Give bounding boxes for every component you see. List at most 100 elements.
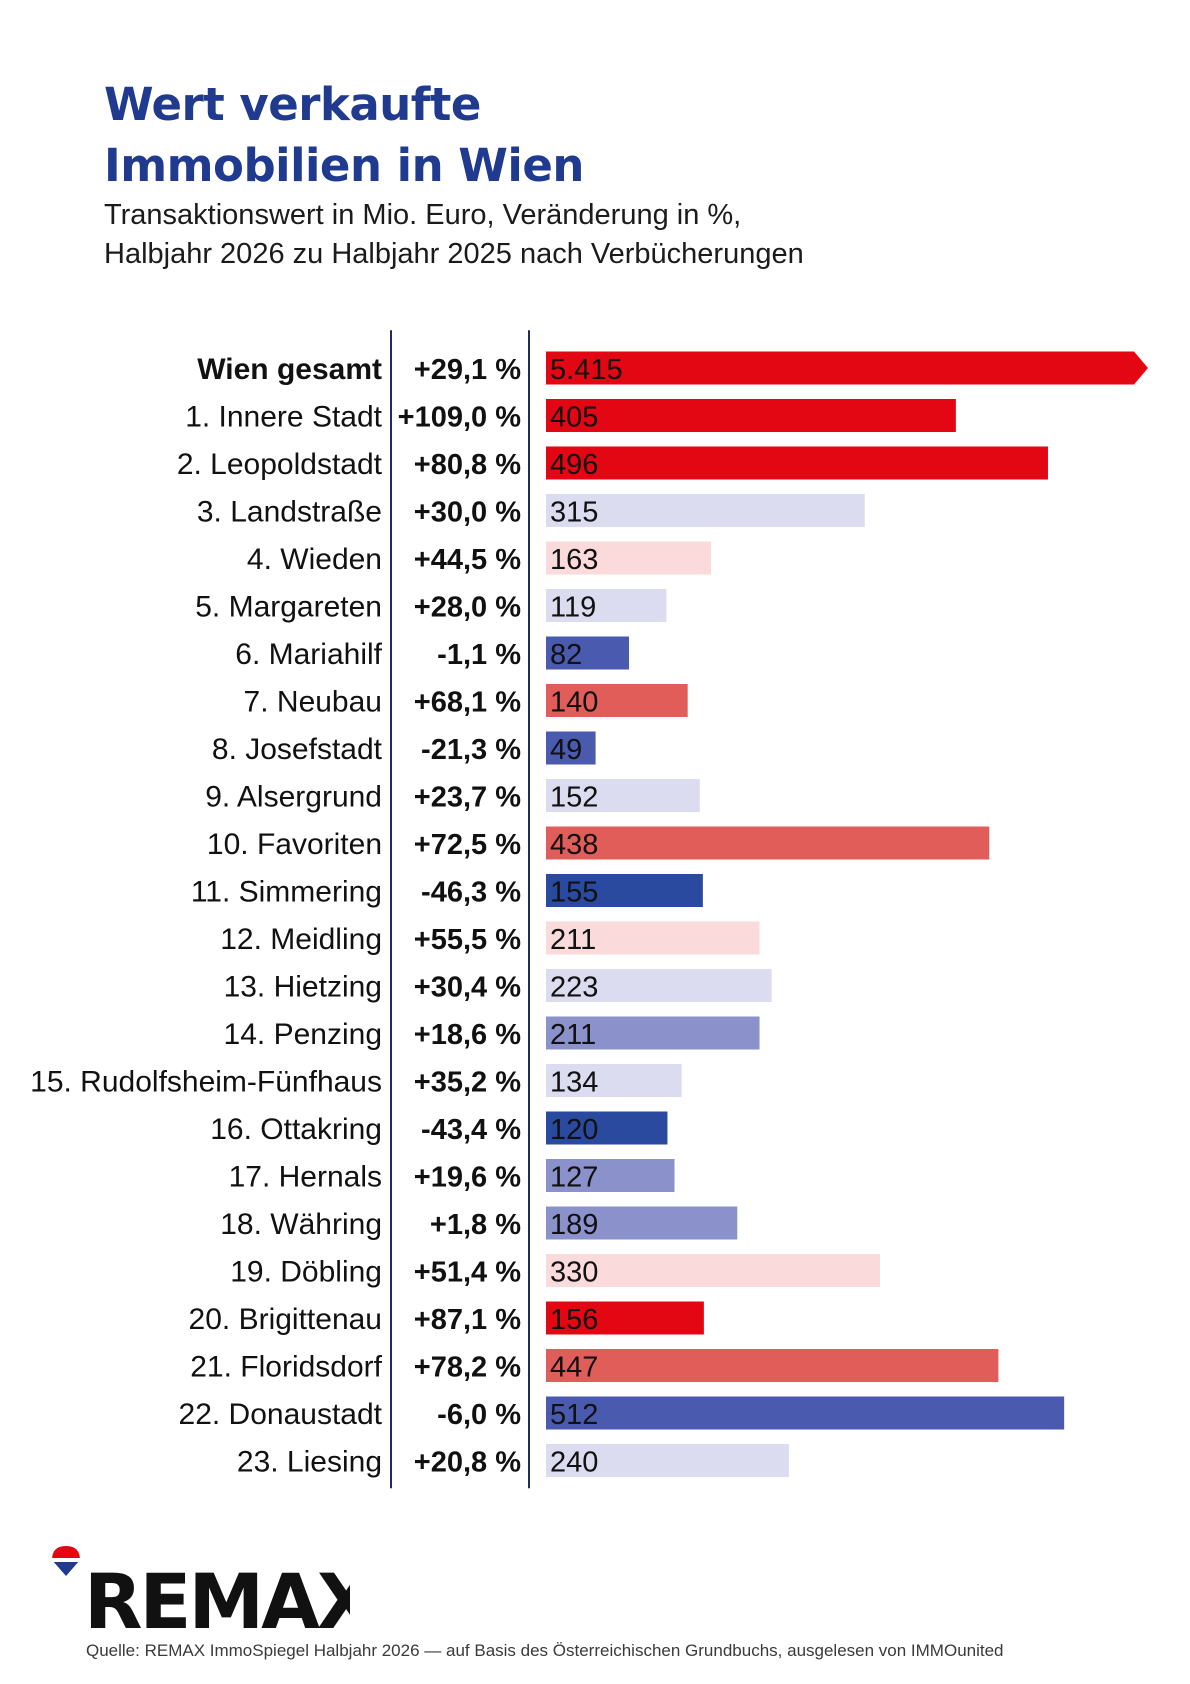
change-label: +18,6 %	[414, 1019, 521, 1051]
chart-row: 2. Leopoldstadt +80,8 % 496	[177, 446, 1048, 481]
bar-value-label: 127	[550, 1162, 598, 1194]
chart-row: 11. Simmering -46,3 % 155	[191, 874, 703, 909]
change-label: -21,3 %	[421, 734, 521, 766]
change-label: -6,0 %	[437, 1399, 521, 1431]
bar	[546, 1064, 682, 1097]
change-label: +30,4 %	[414, 972, 521, 1004]
change-label: +72,5 %	[414, 829, 521, 861]
chart-subtitle: Transaktionswert in Mio. Euro, Veränderu…	[104, 196, 804, 274]
change-label: +19,6 %	[414, 1162, 521, 1194]
bar-value-label: 120	[550, 1114, 598, 1146]
category-label: 14. Penzing	[224, 1018, 382, 1051]
bar	[546, 494, 865, 527]
chart-row: 9. Alsergrund +23,7 % 152	[205, 779, 700, 814]
subtitle-line-2: Halbjahr 2026 zu Halbjahr 2025 nach Verb…	[104, 238, 804, 270]
category-label: 12. Meidling	[220, 923, 382, 956]
category-label: 10. Favoriten	[207, 828, 382, 861]
bar-value-label: 155	[550, 877, 598, 909]
category-label: 1. Innere Stadt	[185, 401, 382, 434]
chart-row: Wien gesamt +29,1 % 5.415	[197, 351, 1148, 386]
bar-value-label: 240	[550, 1447, 598, 1479]
change-label: +29,1 %	[414, 354, 521, 386]
bar	[546, 1254, 880, 1287]
bar	[546, 589, 667, 622]
category-label: 9. Alsergrund	[205, 781, 382, 814]
bar	[546, 636, 629, 670]
chart-row: 14. Penzing +18,6 % 211	[224, 1016, 760, 1051]
bar-value-label: 223	[550, 972, 598, 1004]
category-label: Wien gesamt	[197, 353, 382, 386]
bar	[546, 779, 700, 812]
category-label: 20. Brigittenau	[189, 1303, 382, 1336]
category-label: 4. Wieden	[247, 543, 382, 576]
bar	[546, 1396, 1065, 1430]
bar-value-label: 189	[550, 1209, 598, 1241]
category-label: 15. Rudolfsheim-Fünfhaus	[30, 1066, 382, 1099]
subtitle-line-1: Transaktionswert in Mio. Euro, Veränderu…	[104, 199, 742, 231]
page-title: Wert verkaufte Immobilien in Wien	[104, 74, 584, 196]
change-label: +109,0 %	[398, 402, 522, 434]
chart-row: 8. Josefstadt -21,3 % 49	[212, 731, 596, 766]
change-label: +80,8 %	[414, 449, 521, 481]
chart-row: 16. Ottakring -43,4 % 120	[210, 1111, 668, 1146]
change-label: +30,0 %	[414, 497, 521, 529]
chart-row: 17. Hernals +19,6 % 127	[229, 1159, 675, 1194]
bar-value-label: 496	[550, 449, 598, 481]
change-label: -43,4 %	[421, 1114, 521, 1146]
title-line-1: Wert verkaufte	[104, 78, 481, 131]
category-label: 2. Leopoldstadt	[177, 448, 383, 481]
chart-row: 4. Wieden +44,5 % 163	[247, 541, 711, 576]
category-label: 7. Neubau	[244, 686, 382, 719]
bar-value-label: 163	[550, 544, 598, 576]
bar	[546, 446, 1048, 480]
change-label: +87,1 %	[414, 1304, 521, 1336]
category-label: 8. Josefstadt	[212, 733, 383, 766]
bar-value-label: 134	[550, 1067, 598, 1099]
chart-row: 10. Favoriten +72,5 % 438	[207, 826, 990, 861]
bar	[546, 731, 596, 765]
bar-value-label: 49	[550, 734, 582, 766]
bar	[546, 969, 772, 1002]
change-label: +78,2 %	[414, 1352, 521, 1384]
bar	[546, 684, 688, 717]
category-label: 22. Donaustadt	[179, 1398, 383, 1431]
bar-value-label: 152	[550, 782, 598, 814]
bar-value-label: 315	[550, 497, 598, 529]
chart-row: 20. Brigittenau +87,1 % 156	[189, 1301, 704, 1336]
category-label: 16. Ottakring	[210, 1113, 382, 1146]
change-label: +68,1 %	[414, 687, 521, 719]
change-label: +55,5 %	[414, 924, 521, 956]
bar	[546, 399, 956, 432]
category-label: 18. Währing	[220, 1208, 382, 1241]
bar-value-label: 211	[550, 1019, 596, 1051]
balloon-icon	[52, 1546, 80, 1576]
remax-logo: REMAX	[52, 1546, 350, 1636]
bar-value-label: 438	[550, 829, 598, 861]
remax-logo-text: REMAX	[84, 1557, 350, 1636]
chart-row: 22. Donaustadt -6,0 % 512	[179, 1396, 1065, 1431]
bar	[546, 541, 711, 575]
change-label: +51,4 %	[414, 1257, 521, 1289]
bar	[546, 921, 760, 955]
category-label: 13. Hietzing	[224, 971, 382, 1004]
bar	[546, 1206, 738, 1240]
source-note: Quelle: REMAX ImmoSpiegel Halbjahr 2026 …	[86, 1641, 1004, 1660]
bar	[546, 1349, 999, 1382]
change-label: +20,8 %	[414, 1447, 521, 1479]
bar	[546, 1301, 704, 1335]
chart-row: 18. Währing +1,8 % 189	[220, 1206, 738, 1241]
chart-row: 23. Liesing +20,8 % 240	[237, 1444, 789, 1479]
change-label: -46,3 %	[421, 877, 521, 909]
bar-value-label: 119	[550, 592, 596, 624]
change-label: +44,5 %	[414, 544, 521, 576]
change-label: +28,0 %	[414, 592, 521, 624]
bar-value-label: 211	[550, 924, 596, 956]
bar	[546, 874, 703, 907]
category-label: 5. Margareten	[195, 591, 382, 624]
chart-row: 19. Döbling +51,4 % 330	[230, 1254, 880, 1289]
chart-row: 3. Landstraße +30,0 % 315	[197, 494, 865, 529]
bar	[546, 1111, 668, 1145]
chart-row: 6. Mariahilf -1,1 % 82	[235, 636, 629, 671]
bar	[546, 1444, 789, 1477]
category-label: 3. Landstraße	[197, 496, 382, 529]
